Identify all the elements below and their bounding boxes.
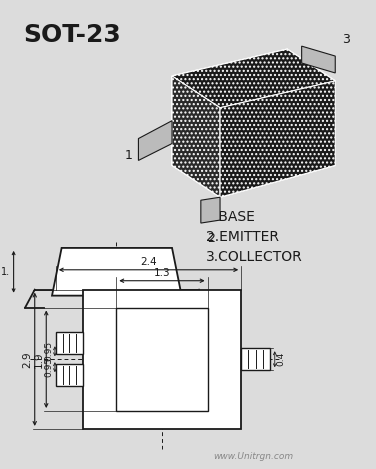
Polygon shape bbox=[172, 76, 220, 197]
Bar bbox=[56, 333, 83, 354]
Text: 3.COLLECTOR: 3.COLLECTOR bbox=[206, 250, 302, 264]
Polygon shape bbox=[172, 49, 335, 108]
Text: 2.EMITTER: 2.EMITTER bbox=[206, 230, 279, 244]
Polygon shape bbox=[220, 81, 335, 197]
Text: 2.4: 2.4 bbox=[140, 257, 157, 267]
Text: 1.9: 1.9 bbox=[33, 351, 43, 368]
Polygon shape bbox=[220, 81, 335, 197]
Polygon shape bbox=[138, 121, 172, 160]
Text: 1.3: 1.3 bbox=[154, 268, 170, 278]
Polygon shape bbox=[172, 76, 220, 197]
Text: 3: 3 bbox=[342, 33, 350, 45]
Text: 1.BASE: 1.BASE bbox=[206, 210, 256, 224]
Text: 1.: 1. bbox=[1, 267, 10, 277]
Text: SOT-23: SOT-23 bbox=[23, 23, 121, 47]
Text: 0.95: 0.95 bbox=[44, 357, 53, 377]
Polygon shape bbox=[201, 197, 220, 223]
Polygon shape bbox=[302, 46, 335, 73]
Polygon shape bbox=[172, 49, 335, 108]
Text: 2.9: 2.9 bbox=[22, 351, 32, 368]
Text: 1: 1 bbox=[125, 149, 133, 162]
Text: www.Unitrgn.com: www.Unitrgn.com bbox=[214, 452, 294, 461]
Bar bbox=[116, 308, 208, 411]
Polygon shape bbox=[52, 248, 182, 295]
Text: 2: 2 bbox=[208, 232, 215, 245]
Bar bbox=[241, 348, 270, 370]
Bar bbox=[56, 364, 83, 386]
Bar bbox=[83, 290, 241, 429]
Text: 0.95: 0.95 bbox=[44, 341, 53, 362]
Text: 0.4: 0.4 bbox=[277, 352, 286, 366]
